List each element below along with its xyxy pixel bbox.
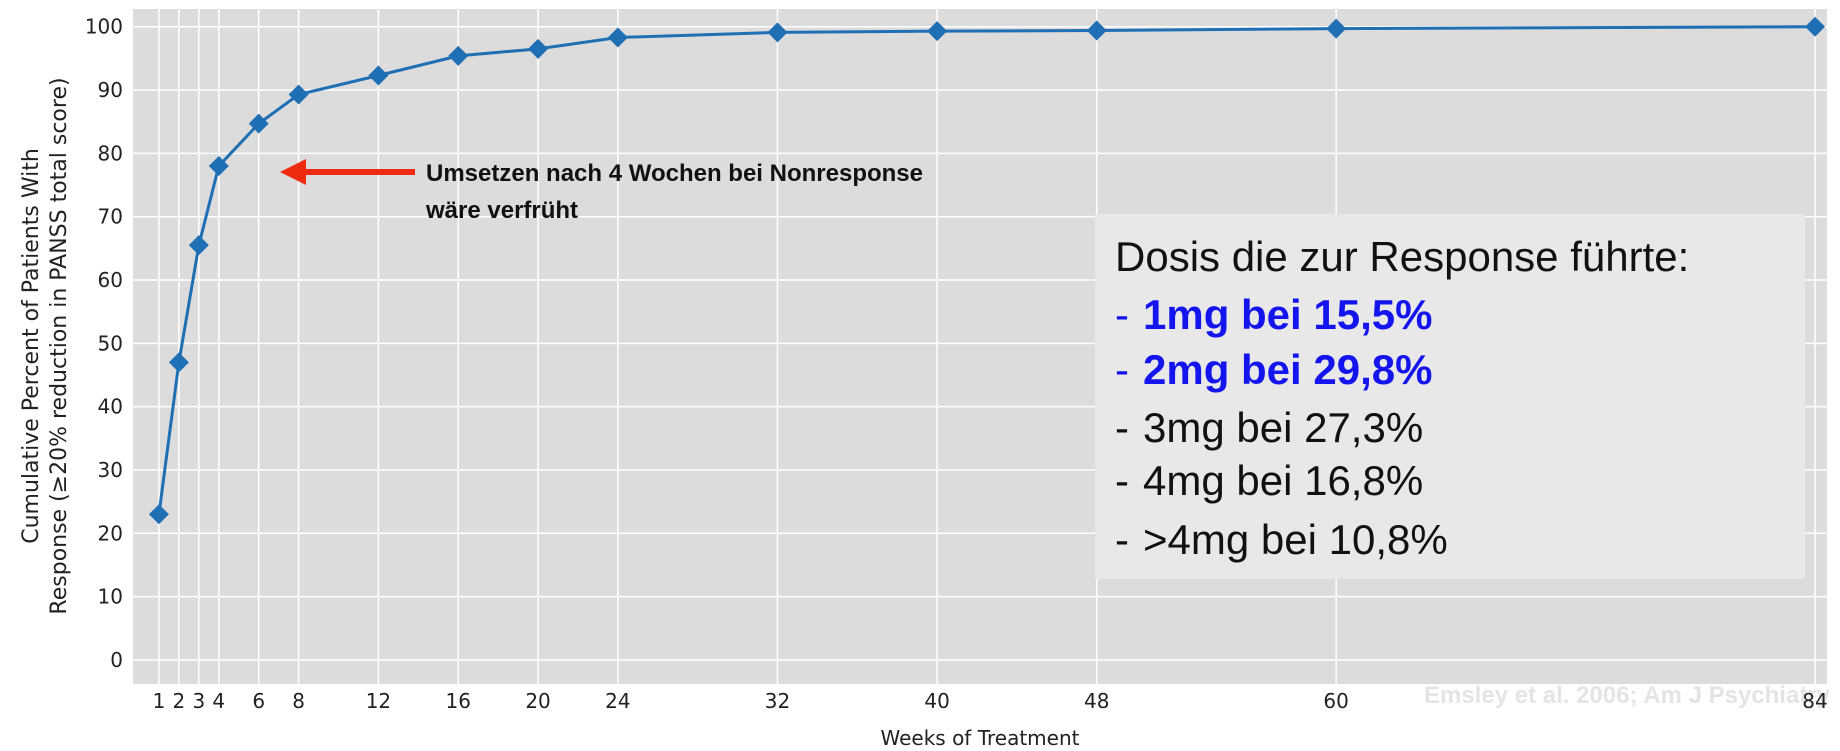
item-text: >4mg bei 10,8% xyxy=(1143,516,1448,563)
y-tick-label: 60 xyxy=(98,268,123,292)
y-tick-label: 10 xyxy=(98,585,123,609)
info-box-items: -1mg bei 15,5%- 2mg bei 29,8%- 3mg bei 27,… xyxy=(1115,291,1448,563)
y-tick-label: 0 xyxy=(110,648,123,672)
point xyxy=(1086,20,1107,41)
point xyxy=(288,84,309,105)
x-tick-label: 20 xyxy=(525,689,550,713)
source: Emsley et al. 2006; Am J Psychiatry xyxy=(1424,682,1831,709)
x-tick-label: 60 xyxy=(1323,689,1348,713)
point xyxy=(1805,16,1826,37)
info-box-item: -3mg bei 27,3% xyxy=(1115,404,1423,451)
series xyxy=(148,16,1826,525)
y-tick-label: 40 xyxy=(98,395,123,419)
x-tick-label: 12 xyxy=(366,689,391,713)
x-tick-label: 6 xyxy=(252,689,265,713)
annotation: Umsetzen nach 4 Wochen bei Nonresponse xyxy=(426,160,923,187)
point xyxy=(528,38,549,59)
y-tick-label: 90 xyxy=(98,78,123,102)
x-tick-label: 32 xyxy=(765,689,790,713)
arrow-head xyxy=(280,159,306,185)
y-tick-label: 30 xyxy=(98,458,123,482)
item-prefix: - xyxy=(1115,457,1129,504)
point xyxy=(248,113,269,134)
x-tick-label: 4 xyxy=(212,689,225,713)
info-box xyxy=(1095,214,1805,579)
x-tick-label: 2 xyxy=(173,689,186,713)
item-text: 1mg bei 15,5% xyxy=(1143,291,1432,338)
x-tick-label: 8 xyxy=(292,689,305,713)
item-prefix: - xyxy=(1115,516,1129,563)
item-prefix: - xyxy=(1115,404,1129,451)
point xyxy=(767,22,788,43)
point xyxy=(448,45,469,66)
info-box-item: -2mg bei 29,8% xyxy=(1115,346,1432,393)
point xyxy=(148,504,169,525)
x-tick-label: 84 xyxy=(1802,689,1827,713)
info-box-item: -1mg bei 15,5% xyxy=(1115,291,1432,338)
item-text: 2mg bei 29,8% xyxy=(1143,346,1432,393)
item-prefix: - xyxy=(1115,346,1129,393)
point xyxy=(1326,18,1347,39)
y-tick-label: 20 xyxy=(98,521,123,545)
point xyxy=(927,21,948,42)
info-box-item: -4mg bei 16,8% xyxy=(1115,457,1423,504)
point xyxy=(188,235,209,256)
info-box-title: Dosis die zur Response führte: xyxy=(1115,233,1689,280)
x-tick-label: 40 xyxy=(924,689,949,713)
y-tick-label: 100 xyxy=(85,15,123,39)
x-tick-label: 24 xyxy=(605,689,630,713)
x-tick-label: 48 xyxy=(1084,689,1109,713)
annotation: wäre verfrüht xyxy=(425,197,578,224)
point xyxy=(168,352,189,373)
item-prefix: - xyxy=(1115,291,1129,338)
item-text: 4mg bei 16,8% xyxy=(1143,457,1423,504)
x-tick-label: 16 xyxy=(446,689,471,713)
x-axis-label: Weeks of Treatment xyxy=(881,726,1080,750)
point xyxy=(368,65,389,86)
y-tick-label: 80 xyxy=(98,141,123,165)
info-box-item: - >4mg bei 10,8% xyxy=(1115,516,1448,563)
y-tick-label: 50 xyxy=(98,331,123,355)
y-tick-label: 70 xyxy=(98,205,123,229)
point xyxy=(208,156,229,177)
y-axis-label: Cumulative Percent of Patients With Resp… xyxy=(19,77,72,614)
x-tick-label: 1 xyxy=(153,689,166,713)
item-text: 3mg bei 27,3% xyxy=(1143,404,1423,451)
y-axis-label-line: Cumulative Percent of Patients With xyxy=(19,148,44,544)
y-axis-label-line: Response (≥20% reduction in PANSS total … xyxy=(47,77,72,614)
x-tick-label: 3 xyxy=(192,689,205,713)
point xyxy=(607,27,628,48)
